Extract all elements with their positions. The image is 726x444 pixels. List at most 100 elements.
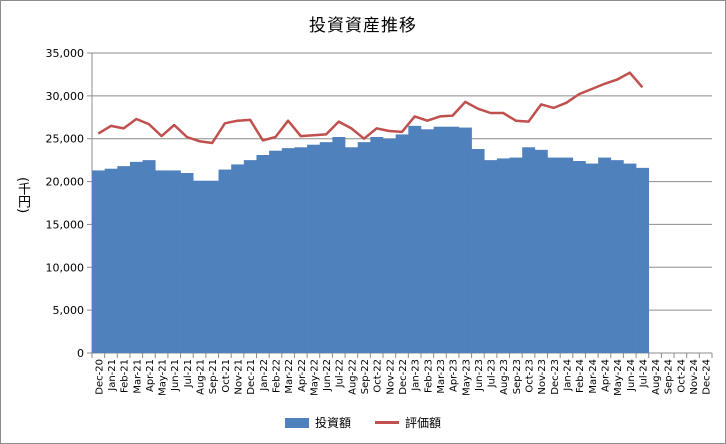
x-tick-label: Jan-22	[259, 359, 270, 392]
x-tick-label: Jun-22	[322, 359, 333, 392]
y-tick-label: 35,000	[46, 47, 85, 60]
x-tick-label: Feb-22	[271, 359, 282, 393]
bar	[610, 160, 624, 353]
x-tick-label: Mar-21	[132, 359, 143, 394]
x-tick-label: May-22	[309, 359, 320, 396]
bar	[585, 163, 599, 353]
x-tick-label: Jun-23	[474, 359, 485, 392]
x-tick-label: Aug-24	[651, 359, 662, 395]
x-tick-label: Jan-23	[411, 359, 422, 392]
y-tick-label: 25,000	[46, 133, 85, 146]
bar	[345, 147, 359, 353]
x-tick-label: Oct-21	[221, 359, 232, 393]
bar	[167, 170, 181, 353]
legend: 投資額 評価額	[1, 414, 725, 431]
y-tick-label: 0	[77, 347, 84, 360]
bar	[408, 125, 422, 353]
x-tick-label: May-21	[158, 359, 169, 396]
legend-item-bar: 投資額	[284, 414, 351, 431]
bar	[243, 160, 257, 353]
legend-item-line: 評価額	[375, 414, 441, 431]
x-tick-label: Dec-20	[94, 359, 105, 395]
bar	[471, 149, 485, 353]
bar	[534, 149, 548, 353]
x-tick-label: Feb-24	[575, 359, 586, 393]
x-tick-label: Mar-22	[284, 359, 295, 394]
bar	[180, 173, 194, 353]
x-tick-label: Dec-22	[398, 359, 409, 395]
bar	[218, 169, 232, 353]
bar	[319, 142, 333, 353]
x-tick-label: Sep-21	[208, 359, 219, 394]
y-tick-label: 5,000	[53, 304, 85, 317]
x-tick-label: Dec-23	[550, 359, 561, 395]
x-tick-label: Apr-21	[145, 359, 156, 392]
bar	[231, 164, 245, 353]
x-tick-label: May-23	[461, 359, 472, 396]
y-tick-label: 20,000	[46, 176, 85, 189]
bar	[370, 137, 384, 353]
bar	[281, 148, 295, 353]
legend-swatch-bar	[284, 417, 309, 428]
bar	[294, 147, 308, 353]
x-tick-label: Dec-24	[702, 359, 713, 395]
bar	[193, 180, 207, 353]
bar	[92, 170, 105, 353]
x-tick-label: Feb-21	[120, 359, 131, 393]
bar	[104, 168, 118, 353]
x-tick-label: Mar-24	[588, 359, 599, 394]
chart-title: 投資資産推移	[309, 16, 417, 36]
y-tick-label: 15,000	[46, 218, 85, 231]
x-tick-label: Aug-22	[347, 359, 358, 395]
x-tick-label: Oct-24	[676, 359, 687, 393]
bar	[395, 134, 409, 353]
bar	[433, 126, 447, 353]
legend-label-line: 評価額	[405, 416, 442, 430]
bar	[332, 137, 346, 353]
x-tick-label: Jul-21	[183, 359, 194, 388]
x-tick-label: Jan-21	[107, 359, 118, 392]
x-tick-label: Jun-24	[626, 359, 637, 392]
bar	[155, 170, 169, 353]
bar	[420, 129, 434, 353]
x-tick-label: Jan-24	[562, 359, 573, 392]
x-tick-label: Nov-24	[689, 359, 700, 395]
bar	[623, 163, 637, 353]
x-tick-label: Oct-23	[525, 359, 536, 393]
x-tick-label: Apr-24	[600, 359, 611, 392]
x-tick-label: Nov-22	[385, 359, 396, 395]
series-line	[97, 71, 644, 145]
bar	[269, 150, 283, 353]
bar	[509, 157, 523, 353]
x-tick-label: Feb-23	[423, 359, 434, 393]
bar	[205, 180, 219, 353]
bar	[117, 166, 131, 353]
x-tick-label: Nov-23	[537, 359, 548, 395]
x-tick-label: Apr-23	[449, 359, 460, 392]
x-tick-label: Jul-23	[487, 359, 498, 388]
x-tick-label: Aug-23	[499, 359, 510, 395]
bar	[496, 158, 510, 353]
bar	[572, 161, 586, 353]
y-tick-label: 30,000	[46, 90, 85, 103]
x-tick-label: Oct-22	[373, 359, 384, 393]
bar	[522, 147, 536, 353]
bar	[547, 157, 561, 353]
x-tick-label: Nov-21	[234, 359, 245, 395]
x-tick-label: Jun-21	[170, 359, 181, 392]
x-tick-label: Sep-24	[664, 359, 675, 394]
bar	[636, 167, 650, 353]
y-axis-label: (千円)	[15, 177, 30, 214]
bar	[357, 142, 371, 353]
bar	[484, 160, 498, 353]
x-tick-label: Dec-21	[246, 359, 257, 395]
x-tick-label: Sep-23	[512, 359, 523, 394]
bar	[307, 144, 321, 353]
x-tick-label: Mar-23	[436, 359, 447, 394]
x-tick-label: May-24	[613, 359, 624, 396]
x-tick-label: Aug-21	[196, 359, 207, 395]
bar	[129, 161, 143, 353]
bar	[446, 126, 460, 353]
y-tick-label: 10,000	[46, 261, 85, 274]
